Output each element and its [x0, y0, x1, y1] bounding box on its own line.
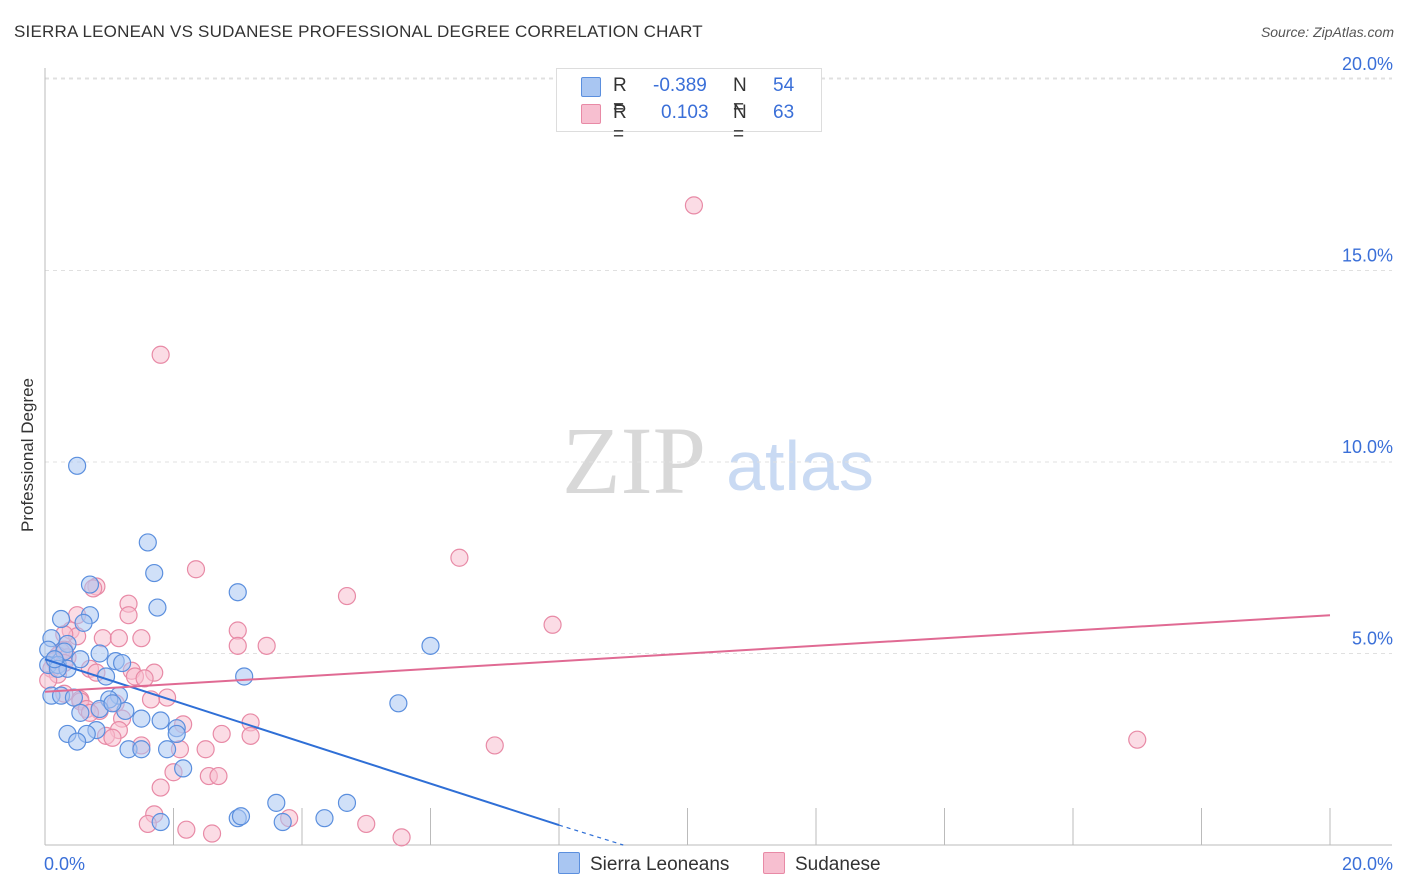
legend-item-sierra-leoneans[interactable]: Sierra Leoneans	[558, 852, 729, 876]
sudanese-point	[485, 736, 504, 755]
sierra-leonean-point	[157, 740, 177, 759]
y-tick-label: 20.0%	[1342, 54, 1393, 74]
sierra-leonean-point	[64, 688, 84, 707]
sudanese-point	[241, 726, 260, 745]
sierra-leonean-point	[228, 583, 247, 602]
sudanese-point	[450, 548, 469, 567]
sierra-leonean-point	[90, 644, 109, 663]
sudanese-point	[103, 728, 122, 747]
sudanese-point	[257, 636, 276, 655]
sierra-leonean-point	[132, 740, 151, 759]
sudanese-point	[186, 560, 206, 579]
sierra-leonean-point	[235, 667, 254, 686]
sierra-leonean-point	[273, 812, 292, 832]
sierra-leonean-point	[148, 598, 167, 617]
legend-label-sudanese: Sudanese	[795, 854, 881, 875]
sudanese-point	[109, 629, 128, 648]
sudanese-point	[151, 778, 170, 797]
sierra-leonean-trend-extension	[558, 824, 624, 846]
r-value-blue: -0.389	[653, 75, 707, 96]
sudanese-point	[132, 629, 151, 648]
sudanese-point	[684, 196, 704, 215]
sierra-leonean-point	[138, 533, 157, 552]
sudanese-point	[337, 586, 357, 606]
sudanese-point	[228, 621, 247, 640]
sierra-leonean-point	[145, 563, 164, 583]
x-tick-label: 0.0%	[44, 854, 85, 874]
sierra-leonean-point	[174, 759, 193, 778]
pink-swatch	[581, 104, 601, 124]
sierra-leonean-point	[80, 575, 100, 594]
sudanese-point	[135, 669, 154, 688]
watermark-atlas: atlas	[726, 427, 874, 505]
sudanese-point	[177, 820, 196, 839]
n-label-blue: N =	[733, 75, 747, 118]
sudanese-point	[357, 814, 376, 834]
legend-swatch-blue	[558, 852, 580, 874]
sudanese-point	[392, 828, 411, 847]
r-label-blue: R =	[613, 75, 627, 118]
r-value-pink: 0.103	[661, 102, 709, 123]
sudanese-trend-line	[44, 614, 1331, 693]
legend-item-sudanese[interactable]: Sudanese	[763, 852, 881, 876]
sudanese-point	[196, 740, 215, 759]
sudanese-point	[119, 606, 138, 625]
y-tick-label: 5.0%	[1352, 629, 1393, 649]
sudanese-point	[93, 629, 112, 648]
sierra-leonean-point	[112, 653, 132, 673]
sierra-leonean-point	[151, 812, 170, 832]
sierra-leonean-point	[51, 609, 71, 629]
n-label-pink: N =	[733, 102, 747, 145]
sudanese-point	[151, 345, 170, 364]
sierra-leonean-point	[231, 807, 251, 826]
sierra-leonean-point	[74, 613, 93, 632]
legend-label-sierra-leoneans: Sierra Leoneans	[590, 854, 730, 875]
sudanese-point	[543, 615, 562, 634]
stats-legend: R = -0.389 N = 54 R = 0.103 N = 63	[556, 68, 822, 145]
sierra-leonean-point	[267, 793, 286, 812]
sierra-leonean-point	[151, 711, 170, 730]
sierra-leonean-point	[132, 709, 151, 728]
blue-swatch	[581, 77, 601, 97]
y-tick-label: 10.0%	[1342, 437, 1393, 457]
sudanese-point	[1128, 730, 1147, 749]
sierra-leonean-trend-line	[44, 658, 560, 827]
legend-swatch-pink	[763, 852, 785, 874]
y-tick-label: 15.0%	[1342, 246, 1393, 266]
sierra-leonean-point	[167, 724, 186, 744]
sierra-leonean-point	[68, 732, 87, 751]
n-value-pink: 63	[773, 102, 795, 123]
r-label-pink: R =	[613, 102, 627, 145]
sudanese-point	[202, 824, 222, 843]
chart-title: SIERRA LEONEAN VS SUDANESE PROFESSIONAL …	[14, 22, 703, 41]
watermark-zip: ZIP	[562, 407, 706, 514]
sudanese-point	[228, 636, 247, 655]
source-label: Source: ZipAtlas.com	[1260, 24, 1394, 40]
sierra-leonean-point	[315, 809, 334, 828]
sierra-leonean-point	[71, 703, 90, 722]
sierra-leonean-point	[68, 456, 87, 475]
n-value-blue: 54	[773, 75, 795, 96]
sierra-leonean-point	[103, 694, 122, 713]
sierra-leonean-point	[389, 694, 408, 713]
sierra-leonean-point	[337, 793, 357, 812]
x-tick-label: 20.0%	[1342, 854, 1393, 874]
sierra-leonean-point	[71, 650, 90, 669]
sudanese-point	[209, 766, 228, 786]
sierra-leonean-point	[421, 636, 440, 655]
sudanese-point	[212, 724, 231, 744]
